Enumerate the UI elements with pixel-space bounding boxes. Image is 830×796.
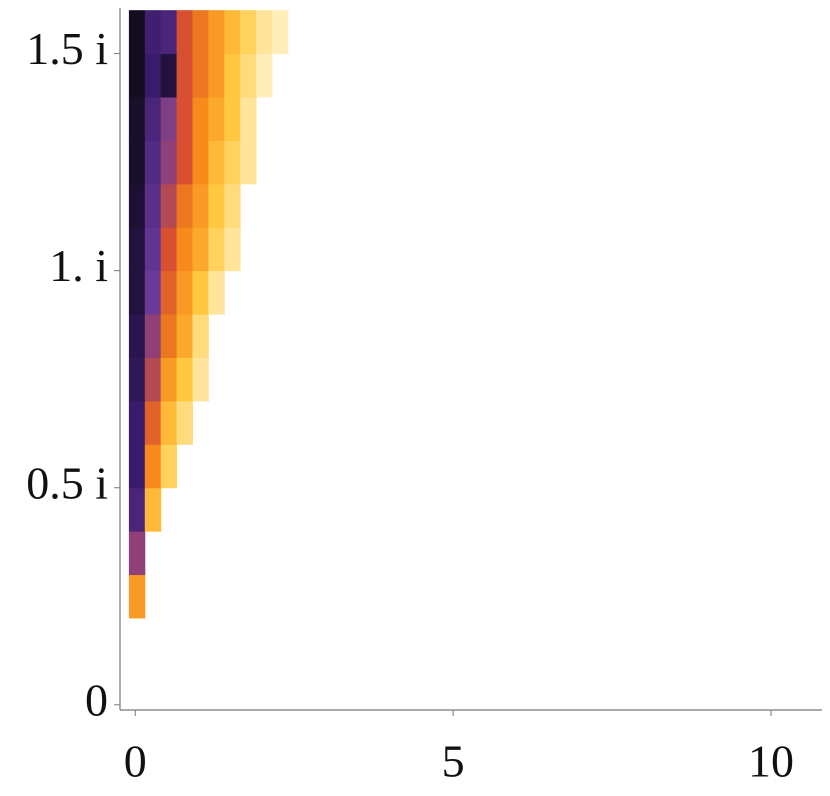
heat-cell [176, 270, 193, 315]
heat-cell [144, 270, 162, 315]
heat-cell [208, 53, 225, 98]
heat-cell [128, 574, 146, 619]
x-tick-label: 5 [442, 736, 465, 787]
x-tick-label: 10 [748, 736, 794, 787]
heat-cell [128, 227, 146, 272]
heat-cell [240, 140, 257, 185]
heat-cell [224, 227, 241, 272]
heat-cell [160, 53, 178, 98]
heat-cell [192, 270, 209, 315]
heat-cell [160, 357, 178, 402]
heat-cell [176, 10, 193, 55]
heat-cell [128, 53, 146, 98]
heat-cell [208, 183, 225, 228]
heat-cell [192, 183, 209, 228]
heat-cell [128, 444, 146, 489]
heat-cell [240, 96, 257, 141]
y-tick-label: 0.5 i [26, 457, 108, 508]
heat-cell [128, 140, 146, 185]
heat-cell [128, 96, 146, 141]
heat-cell [144, 400, 162, 445]
heat-cell [160, 270, 178, 315]
heat-cell [144, 140, 162, 185]
heat-cell [128, 314, 146, 358]
heat-cell [208, 96, 225, 141]
heat-cell [208, 140, 225, 185]
heat-cell [208, 10, 225, 55]
heat-cell [224, 96, 241, 141]
heat-cell [192, 227, 209, 272]
heat-cell [160, 10, 178, 55]
heat-cell [128, 183, 146, 228]
heat-cell [144, 53, 162, 98]
heat-cell [160, 444, 178, 489]
y-tick-label: 1.5 i [26, 23, 108, 74]
heat-cell [160, 183, 178, 228]
heat-cell [192, 10, 209, 55]
heat-cell [208, 270, 225, 315]
heat-cell [160, 96, 178, 141]
heat-cell [176, 183, 193, 228]
heat-cell [128, 487, 146, 532]
heat-cell [224, 10, 241, 55]
heat-cell [224, 183, 241, 228]
heat-cell [176, 227, 193, 272]
heat-cell [128, 531, 146, 576]
heat-cell [176, 357, 193, 402]
heat-cell [144, 96, 162, 141]
heat-cell [240, 10, 257, 55]
x-tick-label: 0 [124, 736, 147, 787]
heat-cell [224, 140, 241, 185]
heat-cell [144, 314, 162, 358]
heat-cell [176, 314, 193, 358]
heat-cell [192, 314, 209, 358]
y-tick-label: 1. i [49, 240, 108, 291]
heat-cell [144, 487, 162, 532]
heat-cell [192, 53, 209, 98]
heat-cell [271, 10, 289, 55]
heat-cell [240, 53, 257, 98]
heat-cell [160, 400, 178, 445]
heat-cell [160, 140, 178, 185]
heat-cell [144, 183, 162, 228]
heat-cell [128, 270, 146, 315]
heat-cell [144, 444, 162, 489]
heat-cell [256, 10, 273, 55]
heat-cell [192, 357, 209, 402]
heat-cell [128, 400, 146, 445]
heat-cell [144, 10, 162, 55]
heat-cell [224, 53, 241, 98]
heat-cell [144, 357, 162, 402]
heat-cell [176, 140, 193, 185]
heat-cell [256, 53, 273, 98]
heat-cell [160, 227, 178, 272]
heat-cell [128, 10, 146, 55]
heat-cell [176, 400, 193, 445]
heat-cell [208, 227, 225, 272]
y-tick-label: 0 [85, 674, 108, 725]
heat-cell [176, 53, 193, 98]
heat-cell [128, 357, 146, 402]
heat-cell [176, 96, 193, 141]
heat-cell [192, 140, 209, 185]
heat-cell [192, 96, 209, 141]
heat-cell [144, 227, 162, 272]
heat-cell [160, 314, 178, 358]
